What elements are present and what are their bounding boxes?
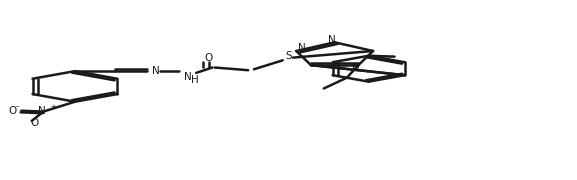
Text: O: O: [205, 53, 213, 63]
Text: N: N: [152, 66, 160, 76]
Text: -: -: [15, 102, 18, 111]
Text: N: N: [298, 43, 306, 53]
Text: H: H: [190, 75, 198, 86]
Text: +: +: [51, 104, 57, 110]
Text: S: S: [285, 51, 292, 61]
Text: N: N: [38, 106, 46, 116]
Text: N: N: [184, 71, 192, 82]
Text: O: O: [31, 118, 39, 128]
Text: N: N: [351, 63, 359, 73]
Text: O: O: [9, 106, 17, 116]
Text: N: N: [328, 35, 336, 45]
